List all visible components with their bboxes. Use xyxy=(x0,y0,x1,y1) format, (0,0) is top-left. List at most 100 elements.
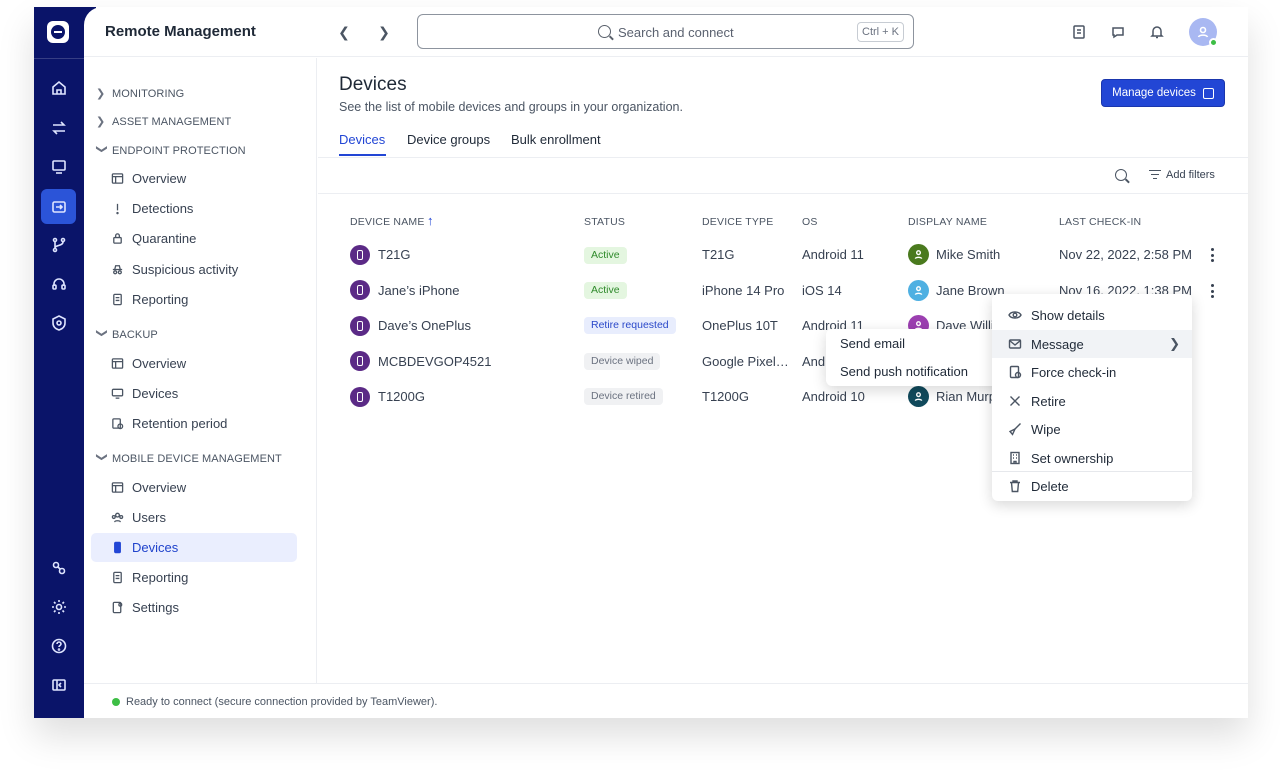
search-input[interactable] xyxy=(618,22,818,42)
display-name: Mike Smith xyxy=(936,247,1001,262)
column-header-device-name[interactable]: DEVICE NAME xyxy=(350,216,425,228)
section-mobile-device-management[interactable]: ❯ MOBILE DEVICE MANAGEMENT xyxy=(95,452,282,465)
device-type: T1200G xyxy=(702,389,749,404)
column-header-display-name[interactable]: DISPLAY NAME xyxy=(908,216,988,228)
phone-icon xyxy=(350,316,370,336)
chat-icon[interactable] xyxy=(1108,22,1128,42)
back-arrow-icon[interactable]: ❮ xyxy=(338,23,350,40)
column-header-last-check-in[interactable]: LAST CHECK-IN xyxy=(1059,216,1142,228)
report-icon xyxy=(110,571,124,585)
chevron-right-icon: ❯ xyxy=(96,116,106,128)
grid-icon xyxy=(110,481,124,495)
sidebar-item-mdm-overview[interactable]: Overview xyxy=(110,480,186,495)
column-header-os[interactable]: OS xyxy=(802,216,818,228)
settings-doc-icon xyxy=(110,601,124,615)
chevron-down-icon: ❯ xyxy=(95,452,108,462)
menu-item-send-email[interactable]: Send email xyxy=(840,336,906,351)
clipboard-icon[interactable] xyxy=(1069,22,1089,42)
connections-icon[interactable] xyxy=(43,552,75,584)
remote-management-icon[interactable] xyxy=(41,189,76,224)
menu-item-show-details[interactable]: Show details xyxy=(992,301,1192,329)
section-endpoint-protection[interactable]: ❯ ENDPOINT PROTECTION xyxy=(95,144,246,157)
user-avatar[interactable] xyxy=(1189,18,1218,47)
more-options-icon[interactable] xyxy=(1210,248,1214,262)
sidebar-item-mdm-devices[interactable]: Devices xyxy=(110,540,178,555)
filter-icon[interactable] xyxy=(1149,170,1161,180)
sidebar-item-mdm-reporting[interactable]: Reporting xyxy=(110,570,188,585)
menu-item-set-ownership[interactable]: Set ownership xyxy=(992,444,1192,472)
external-link-icon xyxy=(1202,87,1214,99)
menu-divider xyxy=(992,471,1192,472)
sort-ascending-icon[interactable]: ↑ xyxy=(427,213,434,228)
sidebar-item-quarantine[interactable]: Quarantine xyxy=(110,231,196,246)
home-icon[interactable] xyxy=(43,72,75,104)
sidebar-item-ep-overview[interactable]: Overview xyxy=(110,171,186,186)
chevron-right-icon: ❯ xyxy=(96,88,106,100)
section-monitoring[interactable]: ❯ MONITORING xyxy=(96,87,185,101)
user-icon xyxy=(908,386,929,407)
menu-item-message[interactable]: Message ❯ xyxy=(992,330,1192,358)
tabs-divider xyxy=(318,157,1248,158)
device-name: T21G xyxy=(378,247,411,262)
device-type: T21G xyxy=(702,247,735,262)
status-badge: Device retired xyxy=(584,388,663,405)
chevron-down-icon: ❯ xyxy=(95,144,108,154)
workflow-icon[interactable] xyxy=(43,229,75,261)
shield-settings-icon[interactable] xyxy=(43,307,75,339)
menu-item-force-check-in[interactable]: Force check-in xyxy=(992,358,1192,386)
section-asset-management[interactable]: ❯ ASSET MANAGEMENT xyxy=(96,115,232,129)
chevron-right-icon: ❯ xyxy=(1169,336,1180,351)
settings-gear-icon[interactable] xyxy=(43,591,75,623)
transfer-icon[interactable] xyxy=(43,112,75,144)
tab-device-groups[interactable]: Device groups xyxy=(407,132,491,147)
sidebar-item-suspicious-activity[interactable]: Suspicious activity xyxy=(110,262,238,277)
support-headset-icon[interactable] xyxy=(43,268,75,300)
menu-item-retire[interactable]: Retire xyxy=(992,387,1192,415)
display-name: Rian Murphy xyxy=(936,389,1010,404)
sidebar-item-backup-overview[interactable]: Overview xyxy=(110,356,186,371)
sidebar-item-backup-devices[interactable]: Devices xyxy=(110,386,178,401)
section-backup[interactable]: ❯ BACKUP xyxy=(95,328,158,341)
teamviewer-logo-icon[interactable] xyxy=(47,21,69,43)
broom-icon xyxy=(1008,422,1022,436)
report-icon xyxy=(110,293,124,307)
menu-item-send-push-notification[interactable]: Send push notification xyxy=(840,364,968,379)
device-type: iPhone 14 Pro xyxy=(702,283,785,298)
sidebar-item-settings[interactable]: Settings xyxy=(110,600,179,615)
device-name: Dave’s OnePlus xyxy=(378,318,471,333)
top-bar: Remote Management ❮ ❯ Ctrl + K xyxy=(84,7,1248,57)
chevron-down-icon: ❯ xyxy=(95,328,108,338)
spy-icon xyxy=(110,263,124,277)
more-options-icon[interactable] xyxy=(1210,284,1214,298)
collapse-panel-icon[interactable] xyxy=(43,669,75,701)
grid-icon xyxy=(110,357,124,371)
tab-bulk-enrollment[interactable]: Bulk enrollment xyxy=(511,132,601,147)
lock-icon xyxy=(110,232,124,246)
table-search-icon[interactable] xyxy=(1115,169,1127,181)
menu-item-wipe[interactable]: Wipe xyxy=(992,415,1192,443)
monitor-icon xyxy=(110,387,124,401)
sidebar-item-retention-period[interactable]: Retention period xyxy=(110,416,227,431)
status-badge: Active xyxy=(584,282,627,299)
page-subtitle: See the list of mobile devices and group… xyxy=(339,100,683,114)
search-bar[interactable]: Ctrl + K xyxy=(417,14,914,49)
add-filters-button[interactable]: Add filters xyxy=(1166,169,1215,181)
sidebar-item-users[interactable]: Users xyxy=(110,510,166,525)
exclamation-icon xyxy=(110,202,124,216)
help-icon[interactable] xyxy=(43,630,75,662)
sidebar-item-ep-reporting[interactable]: Reporting xyxy=(110,292,188,307)
column-header-device-type[interactable]: DEVICE TYPE xyxy=(702,216,774,228)
column-header-status[interactable]: STATUS xyxy=(584,216,626,228)
forward-arrow-icon[interactable]: ❯ xyxy=(378,23,390,40)
manage-devices-button[interactable]: Manage devices xyxy=(1101,79,1225,107)
tab-devices[interactable]: Devices xyxy=(339,132,386,147)
sidebar-item-detections[interactable]: Detections xyxy=(110,201,193,216)
remote-screen-icon[interactable] xyxy=(43,151,75,183)
phone-icon xyxy=(350,280,370,300)
online-status-dot xyxy=(1209,38,1218,47)
bell-icon[interactable] xyxy=(1147,22,1167,42)
menu-item-delete[interactable]: Delete xyxy=(992,472,1192,500)
status-badge: Device wiped xyxy=(584,353,661,370)
device-name: T1200G xyxy=(378,389,425,404)
user-icon xyxy=(908,280,929,301)
